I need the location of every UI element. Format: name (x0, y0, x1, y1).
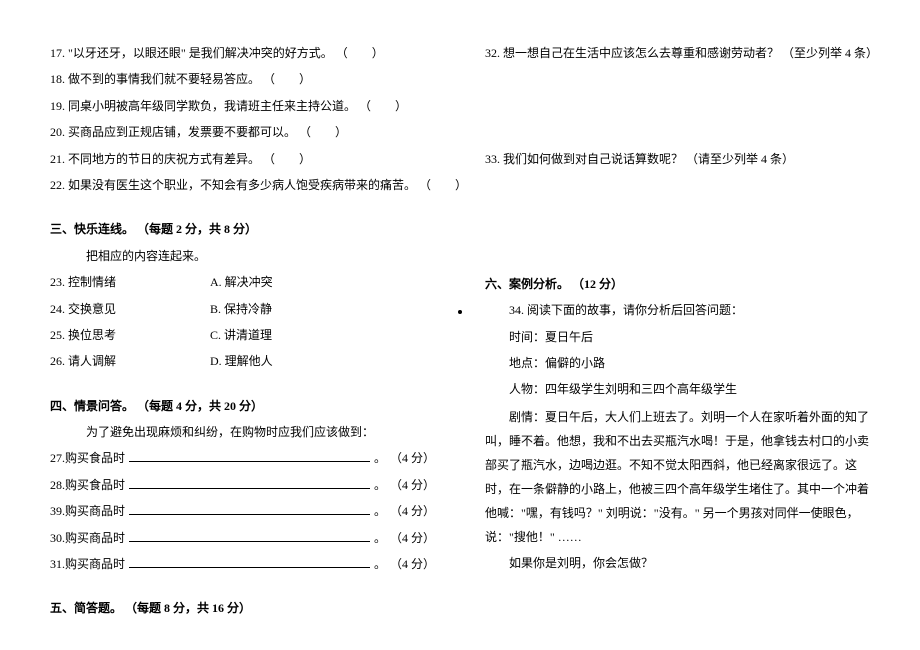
section4-sub: 为了避免出现麻烦和纠纷，在购物时应我们应该做到： (50, 419, 435, 445)
match-left: 24. 交换意见 (50, 296, 210, 322)
tf-item: 17. "以牙还牙，以眼还眼" 是我们解决冲突的好方式。 （ ） (50, 40, 435, 66)
fill-blank (129, 502, 370, 515)
fill-label: 购买商品时 (65, 551, 125, 577)
fill-num: 28 (50, 472, 62, 498)
tf-item: 20. 买商品应到正规店铺，发票要不要都可以。 （ ） (50, 119, 435, 145)
fill-row: 27. 购买食品时 。（4 分） (50, 445, 435, 471)
match-left: 25. 换位思考 (50, 322, 210, 348)
q33: 33. 我们如何做到对自己说话算数呢？ （请至少列举 4 条） (485, 146, 870, 172)
left-column: 17. "以牙还牙，以眼还眼" 是我们解决冲突的好方式。 （ ） 18. 做不到… (50, 40, 460, 610)
story-paragraph: 剧情：夏日午后，大人们上班去了。刘明一个人在家听着外面的知了叫，睡不着。他想，我… (485, 405, 870, 549)
tf-item: 21. 不同地方的节日的庆祝方式有差异。 （ ） (50, 146, 435, 172)
fill-row: 30. 购买商品时 。（4 分） (50, 525, 435, 551)
spacer (485, 66, 870, 146)
fill-blank (129, 555, 370, 568)
page-center-dot (458, 310, 462, 314)
fill-score: （4 分） (390, 498, 435, 524)
fill-blank (129, 449, 370, 462)
match-right: A. 解决冲突 (210, 269, 273, 295)
match-left: 23. 控制情绪 (50, 269, 210, 295)
meta-line: 时间：夏日午后 (485, 324, 870, 350)
section3-title: 三、快乐连线。 （每题 2 分，共 8 分） (50, 216, 435, 242)
fill-blank (129, 529, 370, 542)
fill-row: 31. 购买商品时 。（4 分） (50, 551, 435, 577)
tf-item: 19. 同桌小明被高年级同学欺负，我请班主任来主持公道。 （ ） (50, 93, 435, 119)
q32: 32. 想一想自己在生活中应该怎么去尊重和感谢劳动者？ （至少列举 4 条） (485, 40, 870, 66)
fill-label: 购买食品时 (65, 472, 125, 498)
meta-line: 地点：偏僻的小路 (485, 350, 870, 376)
story-ask: 如果你是刘明，你会怎做？ (485, 551, 870, 575)
fill-row: 39. 购买商品时 。（4 分） (50, 498, 435, 524)
section5-title: 五、简答题。 （每题 8 分，共 16 分） (50, 595, 435, 621)
match-right: C. 讲清道理 (210, 322, 272, 348)
fill-num: 27 (50, 445, 62, 471)
fill-score: （4 分） (390, 551, 435, 577)
q34: 34. 阅读下面的故事，请你分析后回答问题： (485, 297, 870, 323)
fill-score: （4 分） (390, 472, 435, 498)
section4-title: 四、情景问答。 （每题 4 分，共 20 分） (50, 393, 435, 419)
match-right: D. 理解他人 (210, 348, 273, 374)
spacer (485, 173, 870, 253)
tf-item: 18. 做不到的事情我们就不要轻易答应。 （ ） (50, 66, 435, 92)
tf-item: 22. 如果没有医生这个职业，不知会有多少病人饱受疾病带来的痛苦。 （ ） (50, 172, 435, 198)
right-column: 32. 想一想自己在生活中应该怎么去尊重和感谢劳动者？ （至少列举 4 条） 3… (460, 40, 870, 610)
match-row: 23. 控制情绪 A. 解决冲突 (50, 269, 435, 295)
match-row: 25. 换位思考 C. 讲清道理 (50, 322, 435, 348)
fill-label: 购买商品时 (65, 525, 125, 551)
match-right: B. 保持冷静 (210, 296, 272, 322)
meta-line: 人物：四年级学生刘明和三四个高年级学生 (485, 376, 870, 402)
fill-score: （4 分） (390, 445, 435, 471)
fill-num: 39 (50, 498, 62, 524)
fill-label: 购买商品时 (65, 498, 125, 524)
fill-score: （4 分） (390, 525, 435, 551)
fill-num: 31 (50, 551, 62, 577)
fill-num: 30 (50, 525, 62, 551)
fill-row: 28. 购买食品时 。（4 分） (50, 472, 435, 498)
section3-sub: 把相应的内容连起来。 (50, 243, 435, 269)
fill-blank (129, 476, 370, 489)
match-left: 26. 请人调解 (50, 348, 210, 374)
fill-label: 购买食品时 (65, 445, 125, 471)
section6-title: 六、案例分析。 （12 分） (485, 271, 870, 297)
match-row: 26. 请人调解 D. 理解他人 (50, 348, 435, 374)
match-row: 24. 交换意见 B. 保持冷静 (50, 296, 435, 322)
